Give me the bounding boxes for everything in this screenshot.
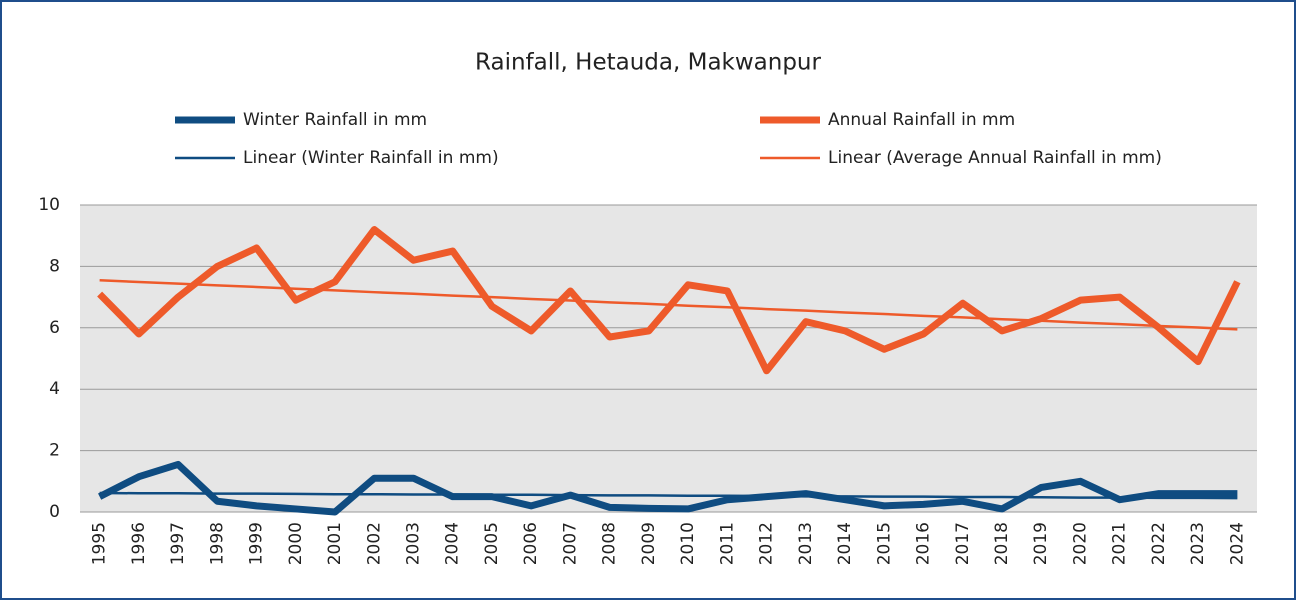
x-tick-label: 2011	[717, 522, 737, 565]
x-tick-label: 1995	[90, 522, 110, 565]
series-line	[97, 226, 1241, 375]
x-tick-label: 2022	[1149, 522, 1169, 565]
x-tick-label: 1997	[168, 522, 188, 565]
y-tick-label: 10	[38, 195, 60, 215]
legend-label: Annual Rainfall in mm	[828, 110, 1015, 130]
x-tick-label: 2005	[482, 522, 502, 565]
x-tick-label: 2021	[1110, 522, 1130, 565]
x-tick-label: 2004	[443, 522, 463, 565]
series-line	[99, 491, 1238, 500]
series-line	[98, 460, 1238, 516]
x-tick-label: 2009	[639, 522, 659, 565]
x-tick-label: 2006	[521, 522, 541, 565]
x-tick-label: 2024	[1227, 522, 1247, 565]
x-tick-label: 2013	[796, 522, 816, 565]
x-tick-label: 2014	[835, 522, 855, 565]
x-tick-label: 2018	[992, 522, 1012, 565]
chart-title: Rainfall, Hetauda, Makwanpur	[475, 50, 821, 76]
x-tick-label: 2001	[325, 522, 345, 565]
x-tick-label: 1999	[247, 522, 267, 565]
x-tick-label: 2016	[914, 522, 934, 565]
x-tick-label: 2003	[403, 522, 423, 565]
y-tick-label: 8	[49, 256, 60, 276]
x-tick-label: 2012	[757, 522, 777, 565]
x-tick-label: 2015	[874, 522, 894, 565]
x-tick-label: 1998	[207, 522, 227, 565]
x-tick-label: 2007	[560, 522, 580, 565]
legend-label: Linear (Winter Rainfall in mm)	[243, 148, 499, 168]
y-tick-label: 4	[49, 379, 60, 399]
x-tick-label: 2017	[953, 522, 973, 565]
x-tick-label: 2019	[1031, 522, 1051, 565]
x-tick-label: 2002	[364, 522, 384, 565]
x-tick-label: 2020	[1070, 522, 1090, 565]
y-tick-label: 2	[49, 441, 60, 461]
legend-label: Winter Rainfall in mm	[243, 110, 427, 130]
plot-area	[80, 205, 1257, 512]
series-line	[99, 278, 1238, 331]
x-tick-label: 2023	[1188, 522, 1208, 565]
x-tick-label: 1996	[129, 522, 149, 565]
y-tick-label: 0	[49, 502, 60, 522]
legend-label: Linear (Average Annual Rainfall in mm)	[828, 148, 1162, 168]
x-tick-label: 2010	[678, 522, 698, 565]
x-tick-label: 2008	[600, 522, 620, 565]
y-tick-label: 6	[49, 318, 60, 338]
x-tick-label: 2000	[286, 522, 306, 565]
